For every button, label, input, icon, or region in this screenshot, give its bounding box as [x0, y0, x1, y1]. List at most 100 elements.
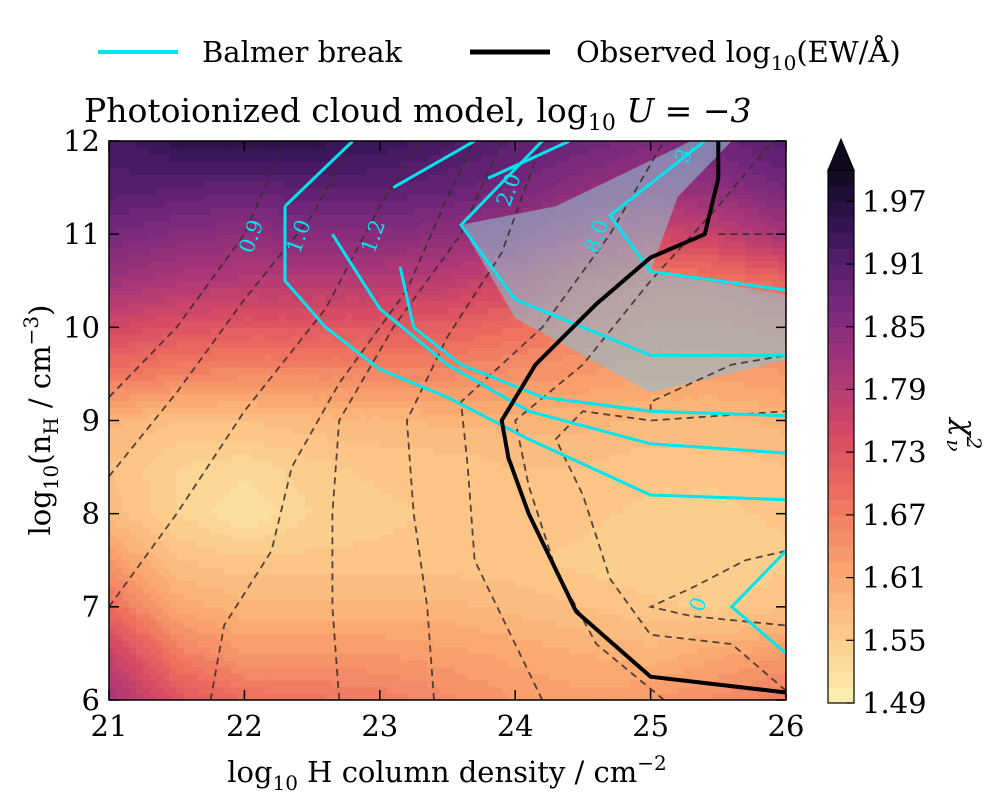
- heatmap-cell: [169, 540, 178, 548]
- heatmap-cell: [257, 240, 266, 249]
- heatmap-cell: [406, 480, 415, 488]
- heatmap-cell: [197, 507, 205, 515]
- heatmap-cell: [467, 240, 476, 249]
- heatmap-cell: [264, 626, 273, 635]
- heatmap-cell: [271, 640, 279, 648]
- heatmap-cell: [176, 227, 185, 235]
- heatmap-cell: [285, 520, 293, 528]
- heatmap-cell: [494, 633, 503, 641]
- heatmap-cell: [454, 447, 462, 455]
- heatmap-cell: [244, 247, 252, 255]
- heatmap-cell: [183, 327, 191, 335]
- heatmap-cell: [339, 200, 347, 209]
- heatmap-cell: [359, 174, 367, 182]
- heatmap-cell: [217, 640, 225, 648]
- heatmap-cell: [230, 234, 239, 242]
- heatmap-cell: [237, 440, 245, 448]
- heatmap-cell: [413, 180, 422, 189]
- heatmap-cell: [210, 353, 218, 362]
- heatmap-cell: [244, 413, 252, 422]
- heatmap-cell: [427, 420, 435, 428]
- heatmap-cell: [251, 387, 259, 395]
- heatmap-cell: [393, 380, 401, 388]
- heatmap-cell: [420, 447, 428, 455]
- heatmap-cell: [508, 640, 516, 648]
- heatmap-cell: [176, 620, 185, 628]
- heatmap-cell: [413, 407, 422, 415]
- heatmap-cell: [467, 400, 476, 408]
- heatmap-cell: [488, 200, 496, 209]
- heatmap-cell: [332, 680, 340, 688]
- heatmap-cell: [149, 560, 157, 568]
- heatmap-cell: [271, 493, 279, 501]
- heatmap-cell: [318, 493, 327, 501]
- heatmap-cell: [251, 673, 259, 681]
- heatmap-cell: [379, 320, 388, 328]
- heatmap-cell: [142, 340, 151, 348]
- heatmap-cell: [420, 653, 428, 661]
- heatmap-cell: [427, 540, 435, 548]
- heatmap-cell: [447, 227, 455, 235]
- heatmap-cell: [305, 333, 313, 342]
- heatmap-cell: [393, 593, 401, 601]
- heatmap-cell: [359, 613, 367, 621]
- heatmap-cell: [176, 580, 185, 588]
- heatmap-cell: [176, 487, 185, 495]
- heatmap-cell: [312, 440, 320, 448]
- heatmap-cell: [169, 320, 178, 328]
- heatmap-cell: [467, 433, 476, 442]
- heatmap-cell: [230, 360, 239, 368]
- heatmap-cell: [169, 214, 178, 222]
- heatmap-cell: [210, 540, 218, 548]
- heatmap-cell: [305, 387, 313, 395]
- heatmap-cell: [474, 606, 482, 615]
- heatmap-cell: [271, 387, 279, 395]
- heatmap-cell: [251, 373, 259, 382]
- heatmap-cell: [400, 453, 408, 462]
- heatmap-cell: [440, 620, 449, 628]
- heatmap-cell: [278, 260, 286, 269]
- heatmap-cell: [285, 653, 293, 661]
- heatmap-cell: [508, 493, 516, 501]
- heatmap-cell: [169, 440, 178, 448]
- heatmap-cell: [136, 373, 144, 382]
- heatmap-cell: [420, 180, 428, 189]
- heatmap-cell: [447, 194, 455, 202]
- heatmap-cell: [318, 220, 327, 229]
- heatmap-cell: [427, 154, 435, 162]
- heatmap-cell: [454, 613, 462, 621]
- heatmap-cell: [129, 560, 137, 568]
- heatmap-cell: [305, 620, 313, 628]
- heatmap-cell: [373, 247, 381, 255]
- heatmap-cell: [345, 174, 354, 182]
- heatmap-cell: [305, 540, 313, 548]
- heatmap-cell: [393, 220, 401, 229]
- heatmap-cell: [237, 187, 245, 195]
- heatmap-cell: [156, 526, 164, 535]
- heatmap-cell: [285, 360, 293, 368]
- heatmap-cell: [352, 254, 361, 262]
- heatmap-cell: [318, 473, 327, 481]
- heatmap-cell: [325, 254, 334, 262]
- heatmap-cell: [400, 420, 408, 428]
- heatmap-cell: [163, 154, 171, 162]
- heatmap-cell: [440, 420, 449, 428]
- heatmap-cell: [291, 327, 300, 335]
- heatmap-cell: [339, 666, 347, 674]
- heatmap-cell: [142, 513, 151, 521]
- heatmap-cell: [440, 327, 449, 335]
- heatmap-cell: [264, 440, 273, 448]
- heatmap-cell: [149, 333, 157, 342]
- heatmap-cell: [413, 620, 422, 628]
- heatmap-cell: [136, 566, 144, 575]
- heatmap-cell: [149, 340, 157, 348]
- heatmap-cell: [244, 666, 252, 674]
- heatmap-cell: [332, 513, 340, 521]
- heatmap-cell: [203, 473, 212, 481]
- heatmap-cell: [366, 180, 374, 189]
- heatmap-cell: [318, 513, 327, 521]
- heatmap-cell: [332, 500, 340, 508]
- heatmap-cell: [190, 274, 198, 282]
- heatmap-cell: [217, 680, 225, 688]
- heatmap-cell: [332, 600, 340, 608]
